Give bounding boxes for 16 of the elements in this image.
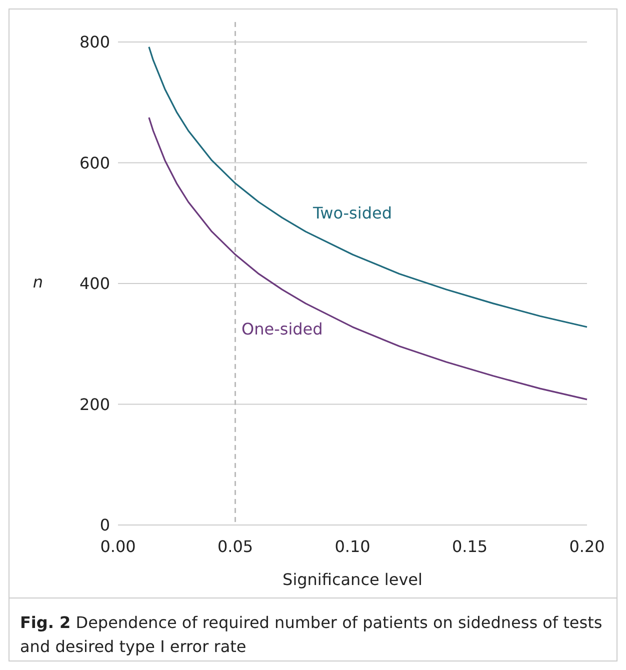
y-axis-title: n (32, 272, 44, 292)
x-tick-label: 0.05 (217, 537, 254, 556)
y-tick-label: 200 (79, 394, 110, 414)
series-label: One-sided (242, 320, 323, 339)
y-tick-label: 800 (79, 32, 110, 52)
x-tick-label: 0.00 (100, 537, 136, 556)
x-tick-label: 0.20 (569, 537, 605, 556)
series-label: Two-sided (312, 204, 392, 223)
y-tick-label: 0 (100, 516, 110, 535)
x-axis-title: Significance level (282, 570, 422, 589)
line-series (148, 116, 588, 400)
caption: Fig. 2 Dependence of required number of patients on sidedness of tests and desired type I error rate (20, 613, 602, 656)
x-tick-label: 0.15 (452, 537, 488, 556)
y-tick-label: 600 (79, 153, 110, 172)
x-tick-label: 0.10 (334, 537, 370, 556)
y-tick-label: 400 (79, 274, 110, 294)
